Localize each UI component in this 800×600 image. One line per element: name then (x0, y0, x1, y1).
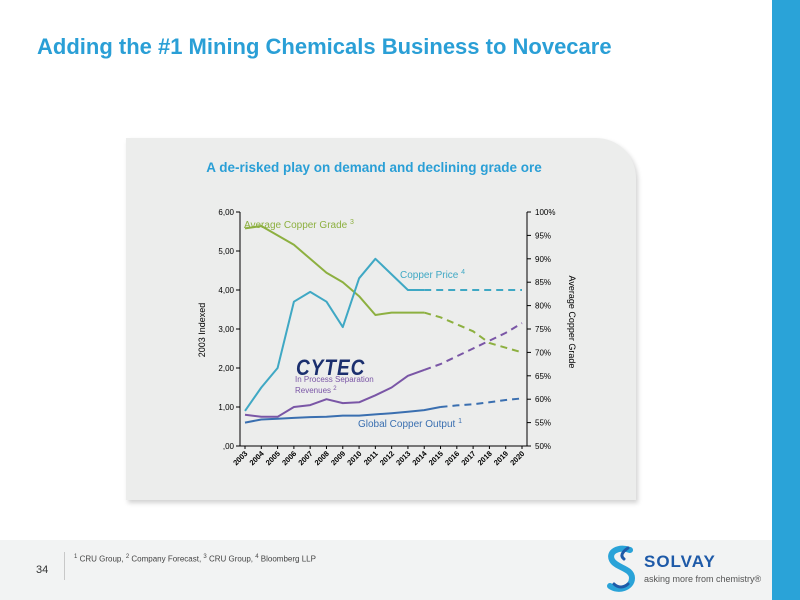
y2-tick-label: 85% (535, 278, 551, 287)
y2-tick-label: 55% (535, 419, 551, 428)
footnote-3-number: 3 (203, 554, 207, 560)
solvay-s-icon (607, 545, 636, 592)
x-tick-label: 2005 (264, 449, 282, 467)
footnote-1-text: CRU Group, (77, 554, 126, 564)
x-tick-label: 2011 (362, 449, 380, 467)
series-label-cytec-line1: In Process Separation (295, 375, 374, 384)
x-tick-label: 2015 (427, 449, 445, 467)
y2-tick-label: 100% (535, 208, 555, 217)
series-label-price-sup: 4 (461, 269, 465, 276)
x-tick-label: 2013 (394, 449, 412, 467)
y2-tick-label: 60% (535, 395, 551, 404)
y-tick-label: 6,00 (218, 208, 234, 217)
y-tick-label: 2,00 (218, 364, 234, 373)
series-label-grade: Average Copper Grade 3 (244, 219, 354, 231)
x-tick-label: 2003 (231, 449, 249, 467)
solvay-tagline: asking more from chemistry® (644, 574, 762, 584)
y2-tick-label: 50% (535, 442, 551, 451)
y-tick-label: 4,00 (218, 286, 234, 295)
footnote-2-text: Company Forecast, (129, 554, 204, 564)
x-tick-label: 2012 (378, 449, 396, 467)
footer (0, 540, 772, 600)
y2-tick-label: 95% (535, 231, 551, 240)
footnote-2-number: 2 (125, 554, 130, 560)
x-tick-label: 2007 (296, 449, 314, 467)
footnote-1-number: 1 (74, 554, 78, 560)
chart: A de-risked play on demand and declining… (197, 160, 577, 467)
footnote-4-text: Bloomberg LLP (258, 554, 316, 564)
solvay-logo: SOLVAY asking more from chemistry® (600, 540, 772, 600)
series-label-grade-sup: 3 (350, 219, 354, 226)
y-tick-label: 5,00 (218, 247, 234, 256)
y-tick-label: ,00 (223, 442, 235, 451)
series-lines (244, 225, 523, 424)
cytec-logo: CYTEC (296, 356, 366, 381)
series-label-cytec-line2: Revenues 2 (295, 386, 337, 395)
x-tick-label: 2006 (280, 449, 298, 467)
series-line-cytec-actual (244, 368, 425, 418)
series-line-output-forecast (440, 397, 523, 408)
y-axis-title: 2003 Indexed (197, 303, 207, 358)
series-line-price-actual (244, 257, 425, 412)
x-tick-label: 2010 (345, 449, 363, 467)
x-tick-label: 2018 (476, 449, 494, 467)
footer-divider (64, 552, 65, 580)
series-label-output-text: Global Copper Output (358, 419, 456, 430)
y2-tick-label: 80% (535, 302, 551, 311)
axes: ,00 1,00 2,00 3,00 4,00 5,00 6,00 50% 55% 60% 65% 7… (218, 208, 555, 467)
y-tick-label: 3,00 (218, 325, 234, 334)
x-tick-label: 2014 (410, 448, 429, 467)
series-label-grade-text: Average Copper Grade (244, 220, 348, 231)
footnotes: 1 CRU Group, 2 Company Forecast, 3 CRU G… (74, 554, 316, 564)
y2-axis-title: Average Copper Grade (567, 276, 577, 369)
series-line-cytec-forecast (423, 322, 523, 371)
y2-tick-label: 65% (535, 372, 551, 381)
series-line-grade-actual (244, 225, 425, 316)
series-label-output: Global Copper Output 1 (358, 418, 462, 430)
x-tick-label: 2009 (329, 449, 347, 467)
series-line-output-actual (244, 406, 441, 424)
x-tick-label: 2004 (248, 448, 267, 467)
series-label-price: Copper Price 4 (400, 269, 465, 281)
series-label-cytec-sup: 2 (333, 386, 337, 392)
x-tick-label: 2017 (459, 449, 477, 467)
series-label-output-sup: 1 (458, 418, 462, 425)
chart-title: A de-risked play on demand and declining… (206, 160, 542, 175)
slide-title: Adding the #1 Mining Chemicals Business … (37, 34, 612, 59)
y2-tick-label: 90% (535, 255, 551, 264)
chart-panel (126, 138, 636, 500)
series-line-grade-forecast (423, 311, 523, 354)
page-number: 34 (36, 564, 49, 576)
x-tick-label: 2016 (443, 449, 461, 467)
solvay-wordmark: SOLVAY (644, 552, 716, 571)
y-tick-label: 1,00 (218, 403, 234, 412)
y2-tick-label: 70% (535, 348, 551, 357)
footnote-4-number: 4 (255, 554, 259, 560)
footnote-3-text: CRU Group, (206, 554, 256, 564)
x-tick-label: 2019 (492, 449, 510, 467)
x-tick-label: 2008 (313, 449, 331, 467)
series-label-cytec-text: Revenues (295, 386, 331, 395)
x-tick-label: 2020 (508, 449, 526, 467)
right-accent-bar (772, 0, 800, 600)
y2-tick-label: 75% (535, 325, 551, 334)
series-label-price-text: Copper Price (400, 270, 459, 281)
